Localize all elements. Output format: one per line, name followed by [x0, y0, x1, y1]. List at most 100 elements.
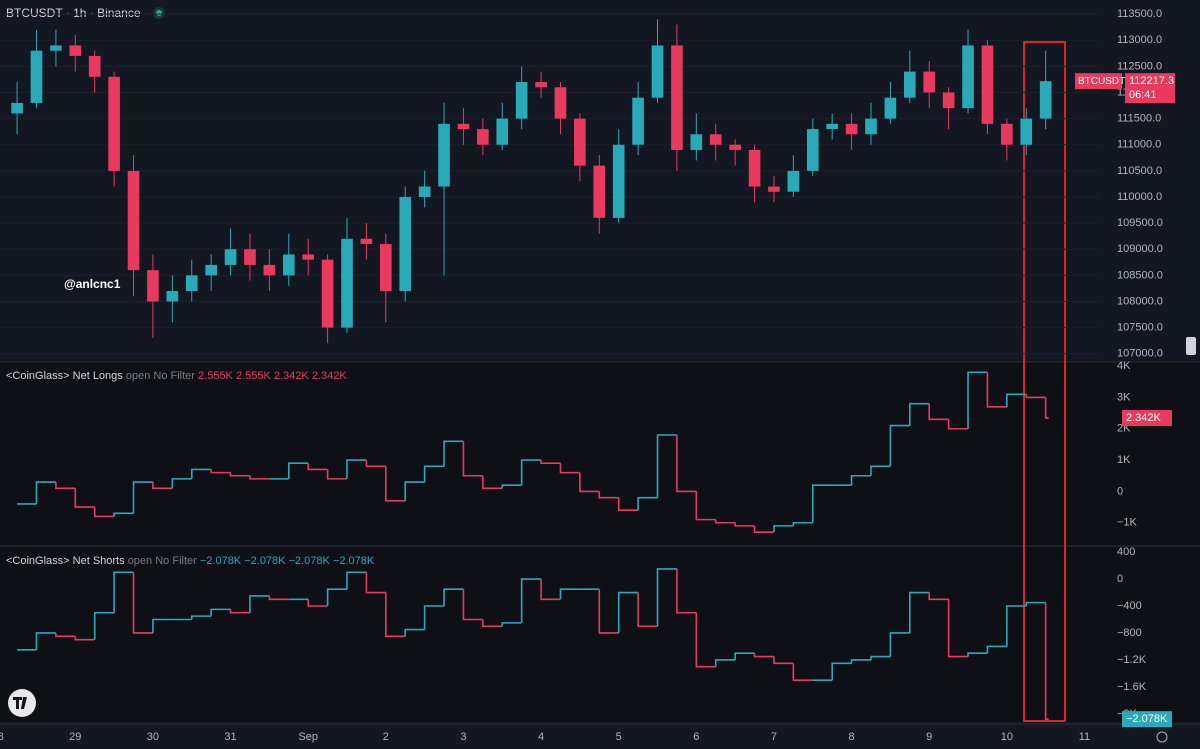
step-line	[74, 488, 95, 508]
legend-title: <CoinGlass> Net Shorts	[6, 555, 125, 567]
candle-body	[942, 92, 955, 109]
step-line	[35, 481, 56, 504]
step-line	[132, 572, 153, 634]
y-tick-label: −400	[1117, 600, 1142, 612]
step-line	[93, 611, 115, 640]
legend-filter: No Filter	[155, 555, 197, 567]
step-line	[734, 522, 755, 527]
step-line	[792, 521, 813, 526]
candle-body	[574, 118, 586, 166]
y-tick-label: 113500.0	[1117, 8, 1162, 20]
y-tick-label: 108500.0	[1117, 269, 1163, 281]
x-tick-label: 2	[383, 731, 389, 743]
y-tick-label: 113000.0	[1117, 34, 1162, 46]
candle-body	[108, 76, 120, 171]
candle-body	[787, 170, 800, 192]
legend-value: −2.078K	[200, 555, 242, 567]
candle-body	[593, 165, 606, 218]
step-line	[617, 497, 639, 512]
legend: <CoinGlass> Net Longs open No Filter 2.5…	[6, 370, 347, 382]
step-line	[695, 612, 716, 668]
candle-body	[263, 264, 276, 276]
candle-body	[438, 123, 450, 187]
candle-body	[50, 45, 62, 51]
step-line	[326, 469, 348, 480]
step-line	[559, 588, 580, 600]
legend-value: −2.078K	[244, 555, 286, 567]
candle-body	[1001, 123, 1013, 145]
step-line	[1044, 397, 1049, 419]
legend-source: open	[128, 555, 152, 567]
candle-body	[729, 144, 741, 150]
step-line	[598, 491, 619, 499]
price-tag-countdown: 06:41	[1129, 89, 1157, 101]
step-line	[870, 655, 891, 660]
candle-body	[69, 45, 82, 56]
candle-body	[612, 144, 625, 218]
step-line	[307, 599, 328, 607]
value-tag-label: 2.342K	[1126, 412, 1162, 424]
step-line	[850, 474, 871, 486]
candle-body	[768, 186, 780, 192]
step-line	[540, 579, 561, 601]
step-line	[462, 589, 483, 621]
step-line	[385, 466, 406, 502]
step-line	[462, 441, 483, 477]
y-tick-label: −1.6K	[1117, 681, 1147, 693]
step-line	[268, 595, 289, 601]
highlight-box	[1023, 41, 1066, 722]
candle-body	[341, 238, 353, 328]
settings-icon[interactable]	[1156, 731, 1168, 743]
price-tag	[1075, 73, 1122, 90]
candle-body	[554, 87, 567, 119]
step-line	[656, 568, 677, 627]
step-line	[676, 435, 697, 493]
y-tick-label: 400	[1117, 546, 1135, 558]
candle-body	[884, 97, 897, 119]
step-line	[171, 478, 192, 489]
step-line	[676, 568, 697, 614]
step-line	[695, 491, 716, 521]
candle-body	[379, 244, 392, 292]
candle-body	[865, 118, 877, 135]
step-line	[540, 460, 561, 465]
x-tick-label: 31	[224, 731, 236, 743]
scroll-button[interactable]	[1186, 337, 1196, 355]
step-line	[986, 372, 1007, 408]
chart-title: BTCUSDT · 1h · Binance	[6, 6, 141, 20]
candle-body	[690, 134, 703, 150]
step-line	[1025, 394, 1046, 399]
value-tag	[1122, 711, 1172, 728]
candle-body	[477, 129, 489, 145]
y-tick-label: 107500.0	[1117, 322, 1163, 334]
candle-body	[496, 118, 509, 145]
x-tick-label: 28	[0, 731, 4, 743]
step-line	[967, 371, 988, 429]
panel-bg	[0, 362, 1200, 545]
step-line	[152, 618, 173, 633]
step-line	[637, 496, 658, 511]
candle-body	[845, 123, 858, 135]
panel-bg	[0, 547, 1200, 722]
step-line	[423, 605, 445, 630]
candle-body	[1039, 81, 1052, 119]
y-tick-label: 109500.0	[1117, 217, 1163, 229]
x-tick-label: 8	[849, 731, 855, 743]
legend-value: −2.078K	[333, 555, 375, 567]
step-line	[889, 632, 910, 657]
x-tick-label: 9	[926, 731, 932, 743]
step-line	[986, 645, 1007, 654]
legend-source: open	[126, 370, 150, 382]
step-line	[113, 571, 134, 613]
step-line	[249, 475, 270, 480]
candle-body	[651, 45, 664, 98]
step-line	[947, 419, 969, 430]
step-line	[113, 512, 134, 517]
legend-value: 2.555K	[198, 370, 234, 382]
step-line	[501, 622, 522, 627]
x-tick-label: 5	[616, 731, 622, 743]
step-line	[831, 662, 852, 681]
y-tick-label: 4K	[1117, 360, 1131, 372]
candle-body	[535, 82, 547, 88]
x-tick-label: 11	[1079, 731, 1090, 743]
